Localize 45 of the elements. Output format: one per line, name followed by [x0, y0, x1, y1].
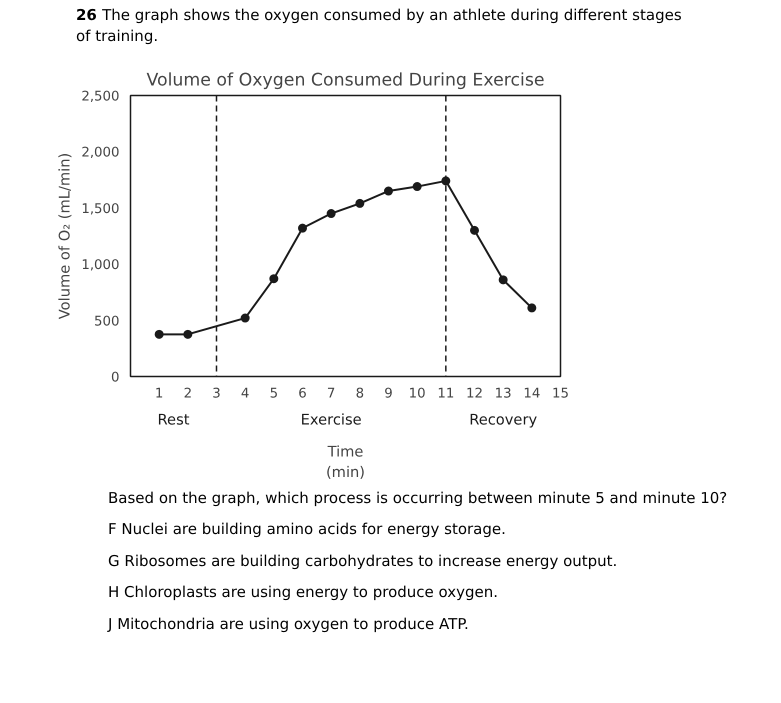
y-axis-title: Volume of O₂ (mL/min) — [56, 152, 74, 320]
y-tick-label: 1,000 — [81, 258, 120, 273]
x-tick-label: 5 — [270, 386, 278, 402]
text: 26 The graph shows the oxygen consumed by an athlete during different stages of training. — [76, 5, 683, 48]
y-tick-label: 500 — [94, 314, 120, 330]
text: H Chloroplasts are using energy to produce oxygen. — [108, 582, 498, 604]
x-tick-label: 11 — [437, 386, 454, 402]
point — [412, 182, 422, 191]
x-tick-label: 4 — [240, 386, 250, 402]
x-tick-label: 15 — [552, 386, 569, 402]
x-tick-label: 3 — [212, 386, 221, 402]
text: Exercise — [300, 411, 362, 428]
point — [527, 303, 536, 312]
y-tick-label: 2,000 — [81, 146, 120, 161]
point — [498, 275, 508, 284]
x-tick-label: 10 — [408, 386, 426, 402]
y-tick-label: 1,500 — [81, 202, 120, 217]
point — [355, 198, 364, 208]
x-tick-label: 13 — [494, 386, 512, 402]
point — [154, 330, 164, 339]
x-tick-label: 6 — [298, 386, 307, 402]
point — [470, 226, 479, 235]
point — [269, 274, 278, 284]
point — [298, 223, 307, 232]
x-tick-label: 8 — [356, 386, 364, 402]
point — [240, 313, 250, 322]
x-tick-label: 9 — [384, 386, 393, 402]
text: Rest — [158, 411, 190, 428]
chart-title: Volume of Oxygen Consumed During Exercise — [146, 70, 545, 90]
point — [183, 330, 192, 339]
text: G Ribosomes are building carbohydrates to increase energy output. — [108, 550, 618, 572]
x-tick-label: 2 — [184, 386, 192, 402]
point — [384, 186, 393, 196]
y-tick-label: 2,500 — [81, 89, 120, 104]
text: Recovery — [469, 411, 538, 428]
x-tick-label: 1 — [154, 386, 164, 402]
x-tick-label: 12 — [466, 386, 483, 402]
x-tick-label: 7 — [326, 386, 336, 402]
text: J Mitochondria are using oxygen to produce ATP. — [108, 614, 469, 635]
point — [326, 208, 336, 218]
text: Based on the graph, which process is occurring between minute 5 and minute 10? — [108, 488, 728, 509]
y-tick-label: 0 — [111, 370, 120, 386]
text: F Nuclei are building amino acids for energy storage. — [108, 519, 506, 540]
x-axis-title: Time (min) — [326, 443, 366, 481]
x-tick-label: 14 — [523, 386, 540, 402]
